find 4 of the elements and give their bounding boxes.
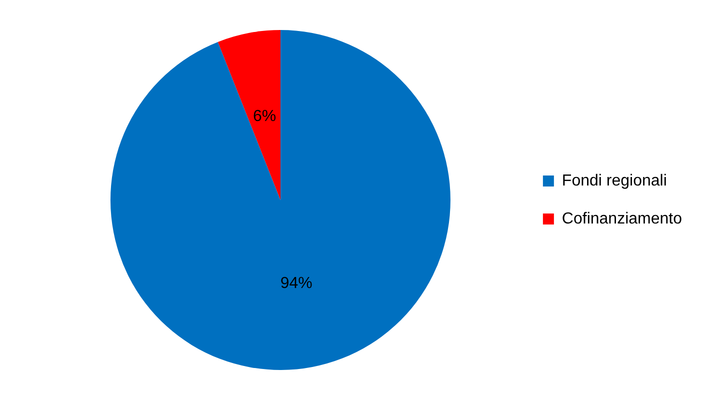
legend-label: Cofinanziamento [562,210,682,228]
legend-label: Fondi regionali [562,172,667,190]
data-label: 94% [280,274,312,292]
data-label: 6% [252,108,276,125]
